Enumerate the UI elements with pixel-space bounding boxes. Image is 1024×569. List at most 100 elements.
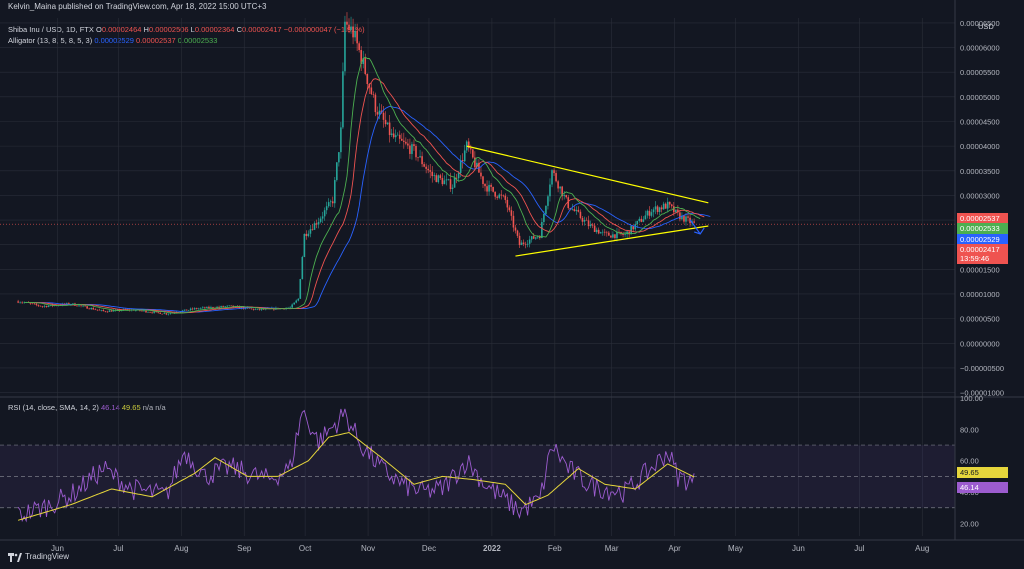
candle-body [664, 203, 667, 209]
trendline-upper [466, 145, 709, 204]
candle-body [163, 313, 166, 314]
candle-body [585, 220, 588, 221]
axes [0, 0, 1024, 541]
price-tag: 0.00002533 [957, 223, 1008, 235]
candle-body [470, 148, 472, 150]
time-tick-label: Jul [113, 544, 123, 553]
candle-body [555, 173, 557, 182]
footer: TradingView [8, 552, 69, 562]
tradingview-logo-icon [8, 553, 22, 562]
candle-body [167, 313, 170, 315]
candle-body [224, 306, 226, 307]
candle-body [459, 160, 462, 173]
candle-body [567, 197, 570, 209]
candle-body [252, 308, 255, 310]
candle-body [427, 168, 429, 171]
candle-body [80, 305, 82, 306]
time-tick-label: Aug [174, 544, 188, 553]
candle-body [169, 313, 172, 314]
candle-body [313, 223, 316, 230]
candle-body [390, 133, 393, 136]
candle-body [145, 310, 147, 313]
price-tag: 0.00002529 [957, 233, 1008, 245]
candle-body [532, 236, 535, 239]
candle-body [518, 235, 521, 246]
candle-body [149, 312, 151, 313]
candle-body [474, 157, 476, 168]
candle-body [484, 183, 486, 187]
candle-body [445, 179, 448, 181]
candle-body [439, 175, 442, 179]
alligator-jaw-line [34, 105, 711, 313]
candle-body [508, 207, 511, 211]
candle-body [461, 160, 464, 162]
candle-body [624, 234, 626, 236]
candle-body [543, 213, 545, 223]
candle-body [425, 166, 427, 169]
candle-body [443, 180, 446, 185]
candle-body [660, 207, 663, 210]
candle-body [565, 195, 568, 198]
candle-body [291, 304, 293, 308]
currency-label[interactable]: USD [978, 22, 994, 31]
candle-body [492, 186, 494, 192]
rsi-tag: 49.65 [957, 467, 1008, 479]
candle-body [374, 94, 377, 113]
candle-body [539, 236, 541, 239]
candle-body [311, 229, 314, 230]
high-value: 0.00002506 [148, 25, 189, 34]
candle-body [100, 309, 103, 311]
candle-body [33, 303, 36, 305]
candle-body [31, 303, 34, 305]
candle-body [510, 210, 513, 216]
candle-body [528, 239, 531, 244]
candle-body [476, 162, 478, 168]
candle-body [305, 233, 308, 237]
rsi-label[interactable]: RSI (14, close, SMA, 14, 2) [8, 403, 99, 412]
close-value: 0.00002417 [241, 25, 282, 34]
candle-body [193, 308, 196, 310]
candle-body [534, 237, 537, 239]
candle-body [250, 308, 253, 310]
candle-body [151, 312, 153, 313]
candle-body [417, 157, 419, 158]
candle-body [334, 180, 336, 204]
candle-body [228, 305, 231, 307]
candle-body [571, 209, 574, 210]
candle-body [608, 232, 610, 236]
price-tag: 0.00002537 [957, 212, 1008, 224]
candle-body [356, 30, 358, 44]
candle-body [321, 216, 324, 219]
candle-body [419, 156, 421, 158]
candle-body [595, 229, 598, 233]
candle-body [433, 175, 436, 177]
candle-body [197, 308, 200, 310]
footer-brand: TradingView [25, 552, 70, 562]
candle-body [19, 302, 21, 304]
close-label: C [236, 25, 242, 34]
candle-body [603, 231, 606, 233]
open-label: O [95, 25, 102, 34]
time-tick-label: Jun [792, 544, 805, 553]
rsi-tick-label: 80.00 [960, 425, 979, 434]
candle-body [453, 177, 456, 188]
alligator-label[interactable]: Alligator (13, 8, 5, 8, 5, 3) [8, 36, 93, 45]
candle-body [679, 212, 681, 220]
rsi-sma-line [17, 431, 695, 521]
candle-body [309, 229, 312, 234]
symbol-name[interactable]: Shiba Inu / USD, 1D, FTX [8, 25, 94, 34]
candle-body [86, 306, 88, 309]
candle-body [202, 307, 204, 308]
candle-body [143, 310, 145, 312]
change-value: −0.000000047 (−1.91%) [283, 25, 365, 34]
candle-body [240, 307, 243, 309]
candle-body [642, 219, 645, 222]
candle-body [84, 305, 86, 307]
candle-body [683, 215, 685, 222]
candle-body [254, 309, 257, 310]
candle-body [216, 306, 218, 309]
candle-body [465, 141, 468, 151]
alligator-teeth-value: 0.00002537 [136, 36, 176, 45]
symbol-legend: Shiba Inu / USD, 1D, FTX O0.00002464 H0.… [8, 25, 365, 34]
